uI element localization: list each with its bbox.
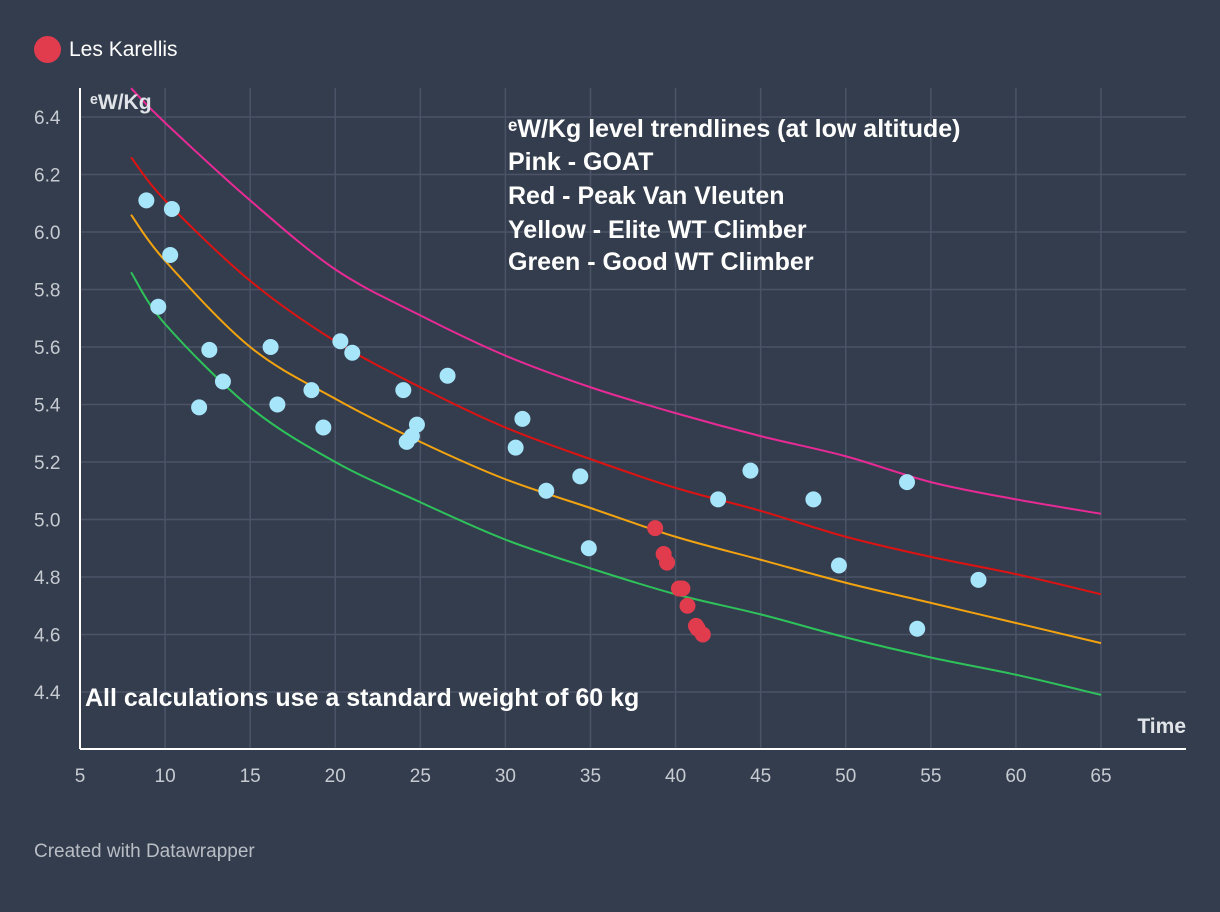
climb-point [970,571,987,588]
climb-point [439,367,456,384]
climb-point [344,344,361,361]
climb-point [507,439,524,456]
les-karellis-point [647,520,664,537]
y-tick-label: 6.2 [34,166,60,187]
trendline [130,271,1102,696]
climb-point [191,399,208,416]
x-tick-label: 30 [495,766,516,787]
y-tick-label: 5.2 [34,453,60,474]
y-tick-label: 5.4 [34,396,61,417]
x-tick-label: 65 [1090,766,1111,787]
climb-point [395,382,412,399]
grid [80,88,1186,749]
trendline [130,156,1102,596]
climb-point [332,333,349,350]
x-tick-label: 25 [410,766,431,787]
climb-point [909,620,926,637]
climb-point [315,419,332,436]
trendlines [130,87,1102,696]
les-karellis-point [694,626,711,643]
les-karellis-point [674,580,691,597]
x-tick-label: 45 [750,766,771,787]
axes [79,88,1186,750]
legend-dot [34,36,61,63]
annotation-title: ᵉW/Kg level trendlines (at low altitude) [508,115,961,143]
y-tick-label: 4.4 [34,683,61,704]
climb-point [214,373,231,390]
y-tick-label: 4.6 [34,626,60,647]
trendline-annotation: ᵉW/Kg level trendlines (at low altitude)… [508,115,961,276]
les-karellis-point [679,597,696,614]
annotation-pink: Pink - GOAT [508,148,653,176]
climb-point [163,201,180,217]
y-tick-label: 5.6 [34,338,60,359]
climb-point [710,491,727,508]
climb-point [269,396,286,413]
y-tick-label: 4.8 [34,568,60,589]
climb-point [138,192,155,209]
climb-point [201,341,218,358]
ticks: 4.4 4.6 4.8 5.0 5.2 5.4 5.6 5.8 6.0 6.2 6.4 5 10 15 20… [34,108,1112,787]
annotation-green: Green - Good WT Climber [508,248,814,276]
climb-point [805,491,822,508]
x-tick-label: 55 [920,766,941,787]
legend: Les Karellis [34,36,178,63]
climb-point [538,482,555,499]
footer-credit: Created with Datawrapper [34,841,255,862]
climb-point [262,339,279,355]
climb-point [162,247,179,263]
y-axis-label: ᵉW/Kg [90,91,152,114]
climb-point [514,410,531,427]
x-tick-label: 5 [75,766,86,787]
x-tick-label: 20 [325,766,346,787]
climb-point [830,557,847,574]
climb-point [150,298,167,315]
climb-point [403,428,420,445]
climb-point [572,468,589,485]
climb-point [742,462,759,479]
trendline [130,214,1102,645]
data-points [138,192,987,643]
y-tick-label: 5.8 [34,281,60,302]
trendline [130,87,1102,515]
annotation-yellow: Yellow - Elite WT Climber [508,216,807,244]
x-tick-label: 50 [835,766,856,787]
weight-note: All calculations use a standard weight o… [85,684,639,712]
x-tick-label: 10 [155,766,176,787]
annotation-red: Red - Peak Van Vleuten [508,182,785,210]
climb-point [899,474,916,491]
y-tick-label: 6.4 [34,108,61,129]
les-karellis-point [659,554,676,571]
x-tick-label: 35 [580,766,601,787]
y-tick-label: 6.0 [34,223,60,244]
x-tick-label: 60 [1005,766,1026,787]
y-tick-label: 5.0 [34,511,60,532]
x-tick-label: 40 [665,766,686,787]
legend-label: Les Karellis [69,37,178,61]
x-axis-label: Time [1137,715,1186,738]
x-tick-label: 15 [240,766,261,787]
climb-point [580,540,597,557]
climb-point [303,382,320,399]
